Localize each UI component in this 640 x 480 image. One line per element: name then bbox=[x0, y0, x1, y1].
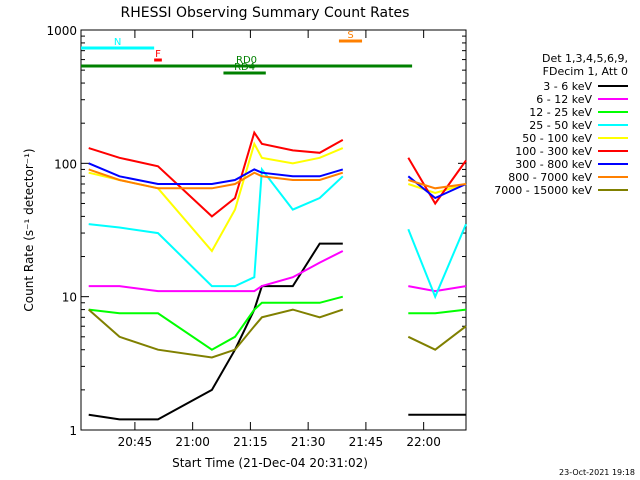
series-line bbox=[88, 242, 343, 421]
annotation-label: F bbox=[155, 49, 161, 60]
y-axis-label: Count Rate (s⁻¹ detector⁻¹) bbox=[22, 148, 36, 311]
y-tick-label: 1000 bbox=[46, 24, 77, 38]
legend-entry-label: 25 - 50 keV bbox=[529, 119, 592, 132]
legend: Det 1,3,4,5,6,9, FDecim 1, Att 0 3 - 6 k… bbox=[494, 52, 628, 197]
y-tick-label: 100 bbox=[54, 157, 77, 171]
series-line bbox=[407, 183, 467, 194]
legend-entry-label: 3 - 6 keV bbox=[543, 80, 592, 93]
series-line bbox=[408, 179, 467, 190]
series-line bbox=[407, 157, 467, 206]
legend-header-2: FDecim 1, Att 0 bbox=[543, 65, 628, 78]
annotation-label: RD0 bbox=[236, 55, 257, 66]
series-line bbox=[408, 308, 467, 315]
legend-header-1: Det 1,3,4,5,6,9, bbox=[542, 52, 628, 65]
plot-area: 1 10 100 1000 20:45 21:00 21:15 21:30 21:45 22:00… bbox=[46, 24, 467, 449]
x-tick-label: 21:00 bbox=[175, 435, 210, 449]
x-axis-label: Start Time (21-Dec-04 20:31:02) bbox=[172, 456, 368, 470]
chart-title: RHESSI Observing Summary Count Rates bbox=[121, 5, 410, 21]
legend-entry-label: 6 - 12 keV bbox=[536, 93, 592, 106]
legend-entry-label: 800 - 7000 keV bbox=[508, 171, 592, 184]
series-line bbox=[88, 162, 344, 185]
x-tick-label: 21:45 bbox=[349, 435, 384, 449]
x-tick-label: 21:15 bbox=[233, 435, 268, 449]
legend-entry-label: 50 - 100 keV bbox=[522, 132, 592, 145]
annotation-label: S bbox=[347, 30, 353, 41]
x-tick-label: 22:00 bbox=[406, 435, 441, 449]
series-line bbox=[88, 250, 344, 293]
y-tick-label: 1 bbox=[69, 424, 77, 438]
x-tick-label: 21:30 bbox=[291, 435, 326, 449]
legend-entry-label: 300 - 800 keV bbox=[515, 158, 592, 171]
series-line bbox=[88, 295, 344, 351]
series-line bbox=[88, 308, 344, 359]
plot-frame bbox=[80, 29, 467, 431]
series-line bbox=[88, 168, 344, 190]
x-tick-label: 20:45 bbox=[118, 435, 153, 449]
timestamp: 23-Oct-2021 19:18 bbox=[559, 468, 635, 477]
series-line bbox=[407, 223, 467, 300]
annotation-label: RD4 bbox=[234, 62, 255, 73]
series-line bbox=[408, 285, 467, 293]
legend-entry-label: 12 - 25 keV bbox=[529, 106, 592, 119]
legend-entry-label: 100 - 300 keV bbox=[515, 145, 592, 158]
y-tick-label: 10 bbox=[62, 291, 77, 305]
annotation-label: N bbox=[114, 37, 121, 48]
series-line bbox=[88, 130, 344, 218]
legend-entry-label: 7000 - 15000 keV bbox=[494, 184, 592, 197]
series-line bbox=[88, 166, 344, 288]
series-line bbox=[407, 325, 467, 351]
